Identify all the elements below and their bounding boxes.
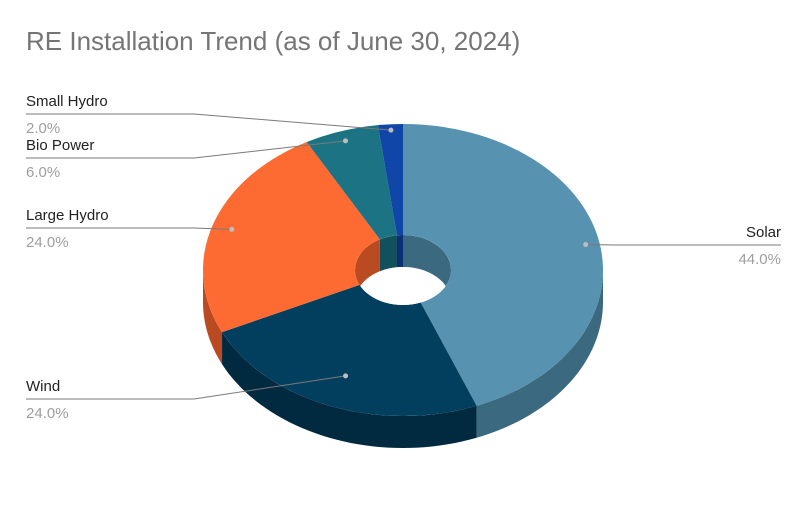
- side-wall-wind: [222, 332, 477, 448]
- hole-wall-large-hydro: [355, 239, 380, 302]
- donut-slices: [202, 124, 604, 417]
- hole-wall-bio-power: [379, 235, 397, 272]
- chart-title: RE Installation Trend (as of June 30, 20…: [26, 26, 521, 56]
- leader-dot-bio-power: [343, 138, 349, 144]
- label-value-solar: 44.0%: [738, 251, 781, 268]
- leader-dot-wind: [343, 373, 349, 379]
- label-name-large-hydro: Large Hydro: [26, 207, 109, 224]
- leader-line-large-hydro: [26, 227, 232, 230]
- label-name-wind: Wind: [26, 378, 60, 395]
- side-wall-solar: [476, 270, 603, 438]
- slice-small-hydro[interactable]: [377, 124, 403, 236]
- slice-labels: Solar 44.0% Wind 24.0% Large Hydro 24.0% Bio P…: [26, 93, 781, 422]
- side-wall-large-hydro: [203, 270, 223, 365]
- label-name-bio-power: Bio Power: [26, 137, 94, 154]
- leader-dot-large-hydro: [229, 226, 235, 232]
- leader-dot-small-hydro: [388, 127, 394, 133]
- leader-line-bio-power: [26, 140, 346, 159]
- label-name-solar: Solar: [746, 224, 781, 241]
- label-value-small-hydro: 2.0%: [26, 120, 60, 137]
- donut-hole-floor: [355, 267, 451, 305]
- hole-wall-solar: [403, 235, 451, 302]
- slice-large-hydro[interactable]: [202, 142, 380, 333]
- hole-wall-small-hydro: [396, 235, 403, 268]
- label-value-wind: 24.0%: [26, 405, 69, 422]
- leader-dot-solar: [583, 242, 589, 248]
- slice-wind[interactable]: [222, 284, 477, 417]
- slice-bio-power[interactable]: [306, 125, 397, 240]
- leader-line-small-hydro: [26, 113, 391, 131]
- slice-solar[interactable]: [403, 124, 604, 406]
- label-name-small-hydro: Small Hydro: [26, 93, 108, 110]
- label-value-bio-power: 6.0%: [26, 164, 60, 181]
- donut-side-walls: [203, 270, 603, 448]
- donut-hole: [355, 235, 451, 305]
- label-value-large-hydro: 24.0%: [26, 234, 69, 251]
- leader-line-wind: [26, 375, 346, 400]
